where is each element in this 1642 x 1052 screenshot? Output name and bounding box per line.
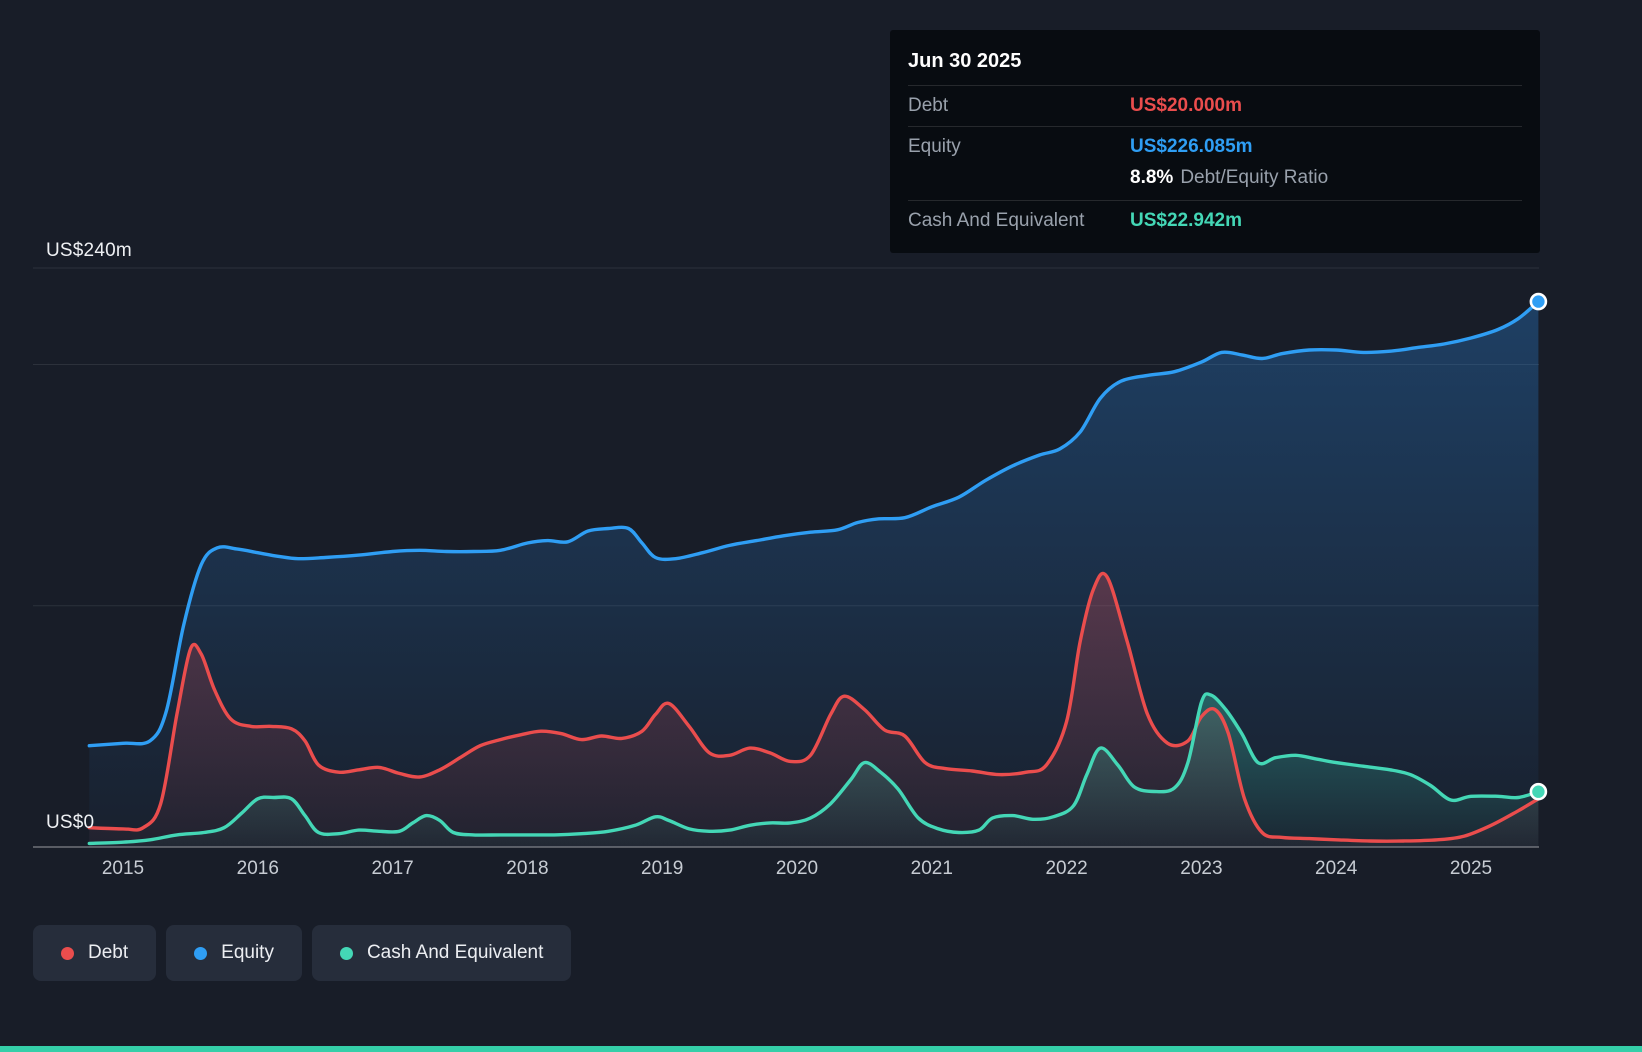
y-axis-label-max: US$240m <box>46 240 132 262</box>
tooltip-row-equity: Equity US$226.085m <box>908 126 1522 167</box>
tooltip-row-cash: Cash And Equivalent US$22.942m <box>908 200 1522 241</box>
y-axis-label-zero: US$0 <box>46 812 94 834</box>
chart-legend: Debt Equity Cash And Equivalent <box>33 925 571 981</box>
tooltip-equity-label: Equity <box>908 136 1130 158</box>
tooltip-equity-value: US$226.085m <box>1130 136 1253 158</box>
debt-legend-dot-icon <box>61 947 74 960</box>
equity-end-marker <box>1531 294 1546 309</box>
tooltip-date: Jun 30 2025 <box>908 40 1522 85</box>
legend-item-equity[interactable]: Equity <box>166 925 302 981</box>
tooltip-debt-label: Debt <box>908 95 1130 117</box>
legend-label-cash: Cash And Equivalent <box>367 942 543 964</box>
legend-label-equity: Equity <box>221 942 274 964</box>
tooltip-row-ratio: 8.8% Debt/Equity Ratio <box>908 167 1522 200</box>
tooltip-cash-label: Cash And Equivalent <box>908 210 1130 232</box>
legend-label-debt: Debt <box>88 942 128 964</box>
cash-legend-dot-icon <box>340 947 353 960</box>
bottom-accent-bar <box>0 1046 1642 1052</box>
tooltip-ratio-value: 8.8% <box>1130 167 1173 189</box>
legend-item-debt[interactable]: Debt <box>33 925 156 981</box>
cash-end-marker <box>1531 784 1546 799</box>
equity-legend-dot-icon <box>194 947 207 960</box>
tooltip-cash-value: US$22.942m <box>1130 210 1242 232</box>
tooltip-debt-value: US$20.000m <box>1130 95 1242 117</box>
tooltip-ratio-label: Debt/Equity Ratio <box>1180 167 1328 189</box>
debt-equity-history-page: US$240m US$0 201520162017201820192020202… <box>0 0 1642 1052</box>
legend-item-cash[interactable]: Cash And Equivalent <box>312 925 571 981</box>
series-fills <box>89 302 1538 847</box>
tooltip-row-debt: Debt US$20.000m <box>908 85 1522 126</box>
chart-tooltip: Jun 30 2025 Debt US$20.000m Equity US$22… <box>890 30 1540 253</box>
